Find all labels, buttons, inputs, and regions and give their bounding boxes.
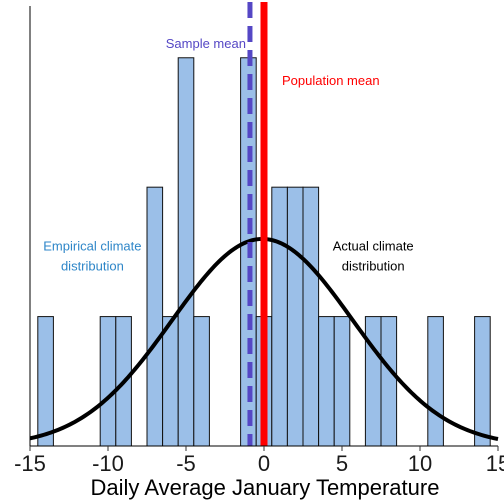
x-axis-title: Daily Average January Temperature [91,475,440,500]
x-tick-label: -5 [176,451,196,476]
histogram-bar [37,316,54,447]
histogram-bar [146,186,164,447]
sample-mean-label: Sample mean [166,36,246,51]
histogram-bar [177,57,195,447]
x-tick-label: 5 [336,451,348,476]
x-tick-label: -10 [92,451,124,476]
histogram-bar [318,316,335,447]
population-mean-label: Population mean [282,73,380,88]
distribution-annotations: Empirical climate distribution Actual clim… [43,238,413,273]
x-axis-ticks: -15 -10 -5 0 5 10 15 [14,446,504,476]
histogram-bar [271,186,288,447]
x-tick-label: 10 [408,451,432,476]
histogram-bar [364,316,382,447]
x-tick-label: 0 [258,451,270,476]
histogram-bar [427,316,444,447]
histogram-bar [193,316,210,447]
histogram-bar [162,316,179,447]
histogram-bar [474,316,491,447]
x-tick-label: -15 [14,451,46,476]
histogram-bar [302,186,320,447]
histogram-bar [286,186,304,447]
distribution-annotation: Actual climate distribution [333,238,414,273]
distribution-annotation: Empirical climate distribution [43,238,141,273]
histogram-bar [333,316,351,447]
x-tick-label: 15 [486,451,504,476]
histogram-bar [380,316,398,447]
histogram-bar [99,316,117,447]
